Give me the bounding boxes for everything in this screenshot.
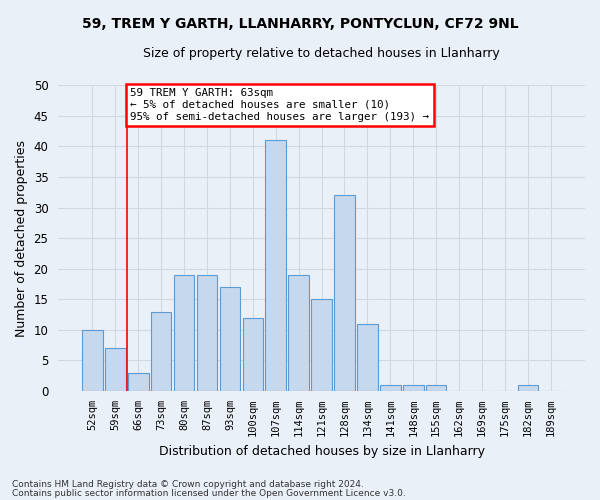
Bar — [128, 372, 149, 391]
Text: Contains HM Land Registry data © Crown copyright and database right 2024.: Contains HM Land Registry data © Crown c… — [12, 480, 364, 489]
Bar — [151, 312, 172, 391]
Bar — [357, 324, 378, 391]
Bar — [105, 348, 125, 391]
Bar — [265, 140, 286, 391]
Text: 59, TREM Y GARTH, LLANHARRY, PONTYCLUN, CF72 9NL: 59, TREM Y GARTH, LLANHARRY, PONTYCLUN, … — [82, 18, 518, 32]
Bar — [289, 275, 309, 391]
Bar — [242, 318, 263, 391]
Bar — [380, 385, 401, 391]
Bar — [220, 287, 240, 391]
Bar — [426, 385, 446, 391]
Y-axis label: Number of detached properties: Number of detached properties — [15, 140, 28, 336]
Title: Size of property relative to detached houses in Llanharry: Size of property relative to detached ho… — [143, 48, 500, 60]
Bar — [334, 196, 355, 391]
Text: 59 TREM Y GARTH: 63sqm
← 5% of detached houses are smaller (10)
95% of semi-deta: 59 TREM Y GARTH: 63sqm ← 5% of detached … — [130, 88, 429, 122]
Bar — [518, 385, 538, 391]
Bar — [311, 300, 332, 391]
Bar — [403, 385, 424, 391]
Text: Contains public sector information licensed under the Open Government Licence v3: Contains public sector information licen… — [12, 489, 406, 498]
X-axis label: Distribution of detached houses by size in Llanharry: Distribution of detached houses by size … — [158, 444, 485, 458]
Bar — [174, 275, 194, 391]
Bar — [82, 330, 103, 391]
Bar — [197, 275, 217, 391]
